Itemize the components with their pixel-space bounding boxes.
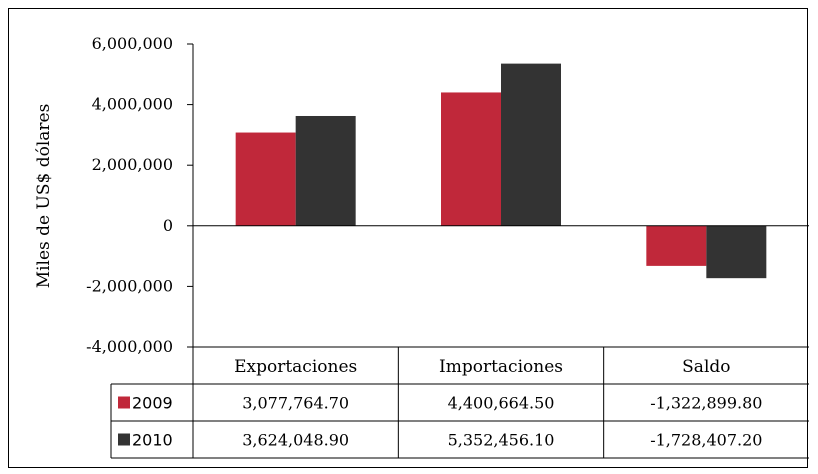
- y-tick-label: 6,000,000: [92, 34, 173, 53]
- y-axis-title: Miles de US$ dólares: [34, 104, 54, 289]
- y-tick-label: 2,000,000: [92, 155, 173, 174]
- category-label: Exportaciones: [234, 357, 357, 377]
- legend-label: 2010: [132, 431, 173, 450]
- category-label: Saldo: [682, 357, 730, 377]
- data-value-label: 5,352,456.10: [448, 431, 555, 450]
- y-tick-label: 4,000,000: [92, 95, 173, 114]
- category-label: Importaciones: [439, 357, 563, 377]
- legend-swatch-2009: [118, 396, 130, 409]
- bar-2010-2: [706, 225, 767, 279]
- legend-label: 2009: [132, 394, 173, 413]
- data-value-label: 3,624,048.90: [242, 431, 349, 450]
- data-value-label: -1,728,407.20: [650, 431, 762, 450]
- y-tick-label: 0: [163, 216, 173, 235]
- bar-2009-2: [646, 225, 707, 266]
- bar-2009-0: [235, 132, 296, 226]
- bar-2010-0: [295, 115, 356, 226]
- data-value-label: 4,400,664.50: [448, 394, 555, 413]
- legend-swatch-2010: [118, 433, 130, 446]
- data-value-label: -1,322,899.80: [650, 394, 762, 413]
- bar-2009-1: [441, 92, 501, 226]
- y-tick-label: -2,000,000: [86, 276, 173, 295]
- data-value-label: 3,077,764.70: [242, 394, 349, 413]
- bar-2010-1: [501, 63, 561, 226]
- y-tick-label: -4,000,000: [86, 337, 173, 356]
